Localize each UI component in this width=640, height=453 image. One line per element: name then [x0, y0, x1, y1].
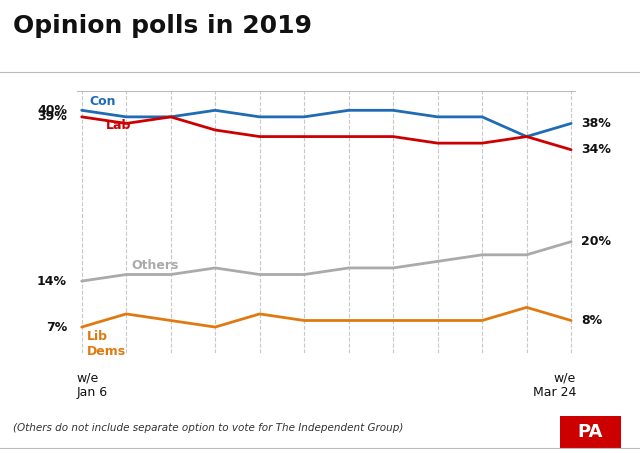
Text: w/e
Mar 24: w/e Mar 24 [532, 371, 576, 400]
Text: 20%: 20% [581, 235, 611, 248]
Text: Con: Con [89, 95, 116, 108]
Text: 34%: 34% [581, 143, 611, 156]
Text: 7%: 7% [46, 321, 67, 333]
Text: 14%: 14% [37, 275, 67, 288]
Text: Others: Others [131, 259, 179, 272]
Text: (Others do not include separate option to vote for The Independent Group): (Others do not include separate option t… [13, 423, 403, 433]
Text: Lab: Lab [106, 119, 132, 132]
Text: 38%: 38% [581, 117, 611, 130]
Text: Opinion polls in 2019: Opinion polls in 2019 [13, 14, 312, 38]
Text: w/e
Jan 6: w/e Jan 6 [77, 371, 108, 400]
Text: 39%: 39% [37, 111, 67, 123]
Text: PA: PA [578, 423, 603, 441]
Text: Lib
Dems: Lib Dems [86, 330, 125, 358]
Text: 40%: 40% [37, 104, 67, 117]
Text: 8%: 8% [581, 314, 602, 327]
